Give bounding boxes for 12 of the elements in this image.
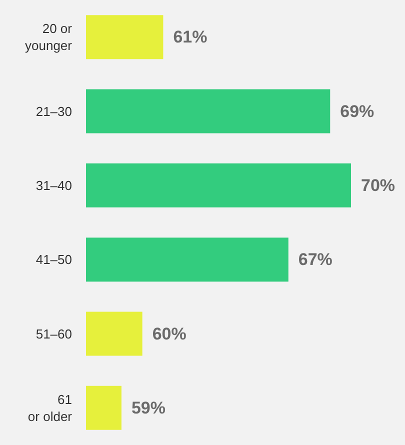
y-tick-label: 41–50	[36, 252, 72, 268]
data-label: 69%	[340, 102, 374, 121]
data-label: 60%	[152, 324, 186, 344]
y-tick-label: 51–60	[36, 326, 72, 342]
data-label: 70%	[361, 176, 396, 195]
y-tick-label: 61 or older	[28, 392, 73, 424]
y-tick-label: 21–30	[36, 104, 72, 119]
data-label: 59%	[131, 398, 166, 418]
data-label: 67%	[298, 250, 332, 270]
y-tick-label: 20 or younger	[25, 21, 73, 54]
y-tick-label: 31–40	[36, 178, 72, 193]
data-label: 61%	[173, 28, 208, 47]
